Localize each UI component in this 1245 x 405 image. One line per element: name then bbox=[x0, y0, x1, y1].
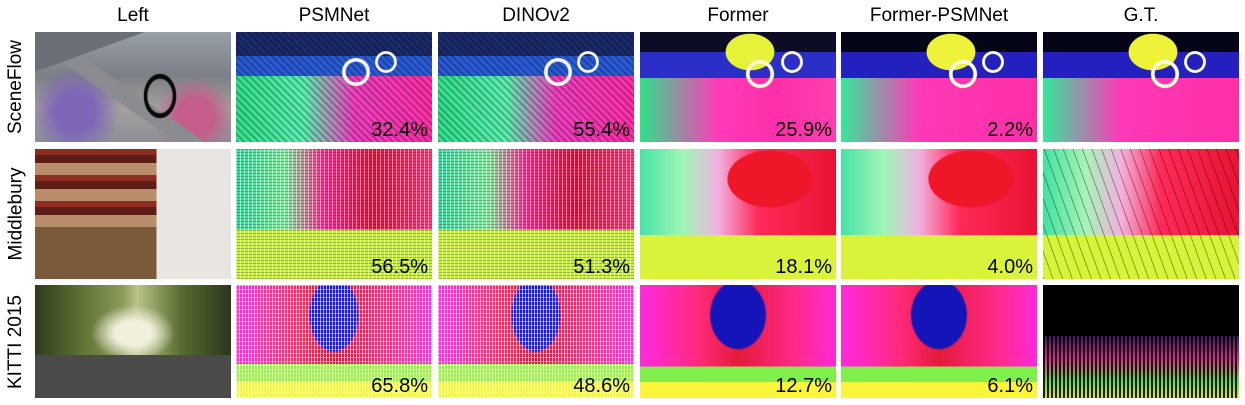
column-header-former: Former bbox=[707, 5, 769, 26]
error-value: 25.9% bbox=[775, 119, 832, 141]
error-value: 12.7% bbox=[775, 375, 832, 397]
image-kitti-dinov2: 48.6% bbox=[438, 285, 634, 398]
image-middlebury-former: 18.1% bbox=[640, 149, 836, 279]
image-sceneflow-psmnet: 32.4% bbox=[236, 32, 432, 142]
image-sceneflow-gt bbox=[1043, 32, 1239, 142]
image-sceneflow-dinov2: 55.4% bbox=[438, 32, 634, 142]
image-sceneflow-left bbox=[35, 32, 231, 142]
error-value: 65.8% bbox=[371, 375, 428, 397]
column-header-psmnet: PSMNet bbox=[298, 5, 370, 26]
column-header-former-psmnet: Former-PSMNet bbox=[869, 5, 1009, 26]
error-value: 56.5% bbox=[371, 256, 428, 278]
image-sceneflow-former: 25.9% bbox=[640, 32, 836, 142]
image-kitti-left bbox=[35, 285, 231, 398]
column-header-dinov2: DINOv2 bbox=[502, 5, 570, 26]
image-middlebury-psmnet: 56.5% bbox=[236, 149, 432, 279]
image-kitti-former-psmnet: 6.1% bbox=[841, 285, 1037, 398]
error-value: 51.3% bbox=[573, 256, 630, 278]
image-middlebury-left bbox=[35, 149, 231, 279]
row-label-middlebury: Middlebury bbox=[5, 167, 26, 261]
error-value: 18.1% bbox=[775, 256, 832, 278]
image-sceneflow-former-psmnet: 2.2% bbox=[841, 32, 1037, 142]
error-value: 4.0% bbox=[987, 256, 1033, 278]
column-header-gt: G.T. bbox=[1123, 5, 1159, 26]
error-value: 6.1% bbox=[987, 375, 1033, 397]
error-value: 32.4% bbox=[371, 119, 428, 141]
error-value: 48.6% bbox=[573, 375, 630, 397]
image-middlebury-gt bbox=[1043, 149, 1239, 279]
column-header-left: Left bbox=[117, 5, 149, 26]
image-middlebury-former-psmnet: 4.0% bbox=[841, 149, 1037, 279]
row-label-sceneflow: SceneFlow bbox=[5, 40, 26, 134]
image-kitti-former: 12.7% bbox=[640, 285, 836, 398]
image-kitti-gt bbox=[1043, 285, 1239, 398]
error-value: 55.4% bbox=[573, 119, 630, 141]
image-kitti-psmnet: 65.8% bbox=[236, 285, 432, 398]
row-label-kitti: KITTI 2015 bbox=[5, 294, 26, 389]
image-middlebury-dinov2: 51.3% bbox=[438, 149, 634, 279]
error-value: 2.2% bbox=[987, 119, 1033, 141]
